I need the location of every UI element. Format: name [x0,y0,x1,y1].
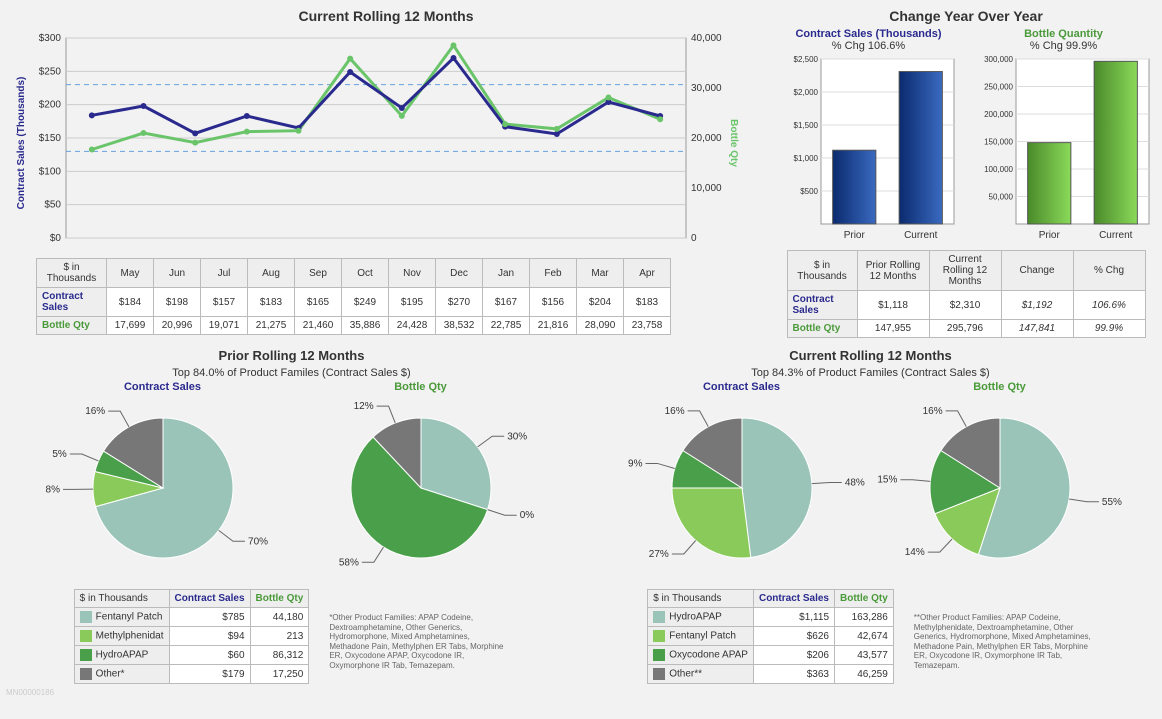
svg-text:Bottle Qty: Bottle Qty [728,119,739,167]
yoy-bottle-title: Bottle Quantity [974,28,1154,40]
current-pie-block: Current Rolling 12 Months Top 84.3% of P… [585,346,1156,684]
svg-text:$100: $100 [39,166,62,177]
svg-text:$1,000: $1,000 [793,154,818,163]
current-bq-title: Bottle Qty [875,381,1125,393]
svg-text:$2,500: $2,500 [793,55,818,64]
svg-text:100,000: 100,000 [984,165,1013,174]
prior-cs-pie: 70% 8% 5% 16% [38,393,288,583]
svg-text:9%: 9% [628,458,643,469]
rolling-12-title: Current Rolling 12 Months [6,8,766,24]
current-bq-pie: 55% 14% 15% 16% [875,393,1125,583]
current-pie-title: Current Rolling 12 Months [585,348,1156,363]
current-footnote: **Other Product Families: APAP Codeine, … [914,613,1094,671]
svg-text:Contract Sales (Thousands): Contract Sales (Thousands) [16,77,27,210]
svg-text:$50: $50 [44,200,61,211]
yoy-panel: Change Year Over Year Contract Sales (Th… [776,6,1156,338]
svg-text:$150: $150 [39,133,62,144]
rolling-12-chart: $0 $50 $100 $150 $200 $250 $300 0 10,000 20,000 30… [6,28,746,258]
svg-text:$200: $200 [39,100,62,111]
svg-text:$250: $250 [39,66,62,77]
svg-text:40,000: 40,000 [691,33,722,44]
svg-text:27%: 27% [648,549,668,560]
yoy-bottle-chart: 50,000 100,000 150,000 200,000 250,000 300,00… [974,54,1154,244]
svg-text:30%: 30% [507,431,527,442]
svg-text:8%: 8% [45,484,60,495]
svg-text:70%: 70% [248,536,268,547]
current-product-table: $ in ThousandsContract SalesBottle QtyHy… [647,589,894,684]
svg-text:200,000: 200,000 [984,110,1013,119]
svg-text:$2,000: $2,000 [793,88,818,97]
svg-text:Current: Current [904,230,938,241]
svg-text:16%: 16% [85,406,105,417]
prior-bq-pie: 30% 0% 58% 12% [296,393,546,583]
watermark: MN00000186 [6,688,1156,697]
svg-text:Prior: Prior [1038,230,1060,241]
current-cs-title: Contract Sales [617,381,867,393]
svg-text:0: 0 [691,233,697,244]
svg-text:15%: 15% [877,475,897,486]
yoy-contract-block: Contract Sales (Thousands) % Chg 106.6% … [779,28,959,244]
svg-text:16%: 16% [664,406,684,417]
yoy-bottle-block: Bottle Quantity % Chg 99.9% 50,000 100,00… [974,28,1154,244]
svg-text:Prior: Prior [843,230,865,241]
yoy-bottle-sub: % Chg 99.9% [974,40,1154,52]
yoy-title: Change Year Over Year [776,8,1156,24]
prior-bq-title: Bottle Qty [296,381,546,393]
svg-text:55%: 55% [1101,497,1121,508]
yoy-contract-title: Contract Sales (Thousands) [779,28,959,40]
yoy-contract-chart: $500 $1,000 $1,500 $2,000 $2,500 Prior Current [779,54,959,244]
prior-pie-block: Prior Rolling 12 Months Top 84.0% of Pro… [6,346,577,684]
svg-text:12%: 12% [353,401,373,412]
svg-text:16%: 16% [922,406,942,417]
svg-text:Current: Current [1099,230,1133,241]
svg-text:58%: 58% [338,557,358,568]
rolling-12-table: $ in ThousandsMayJunJulAugSepOctNovDecJa… [36,258,671,335]
svg-text:30,000: 30,000 [691,83,722,94]
current-cs-pie: 48% 27% 9% 16% [617,393,867,583]
svg-text:0%: 0% [519,510,534,521]
svg-text:5%: 5% [52,449,67,460]
prior-cs-title: Contract Sales [38,381,288,393]
svg-text:14%: 14% [904,547,924,558]
svg-text:$300: $300 [39,33,62,44]
rolling-12-panel: Current Rolling 12 Months $0$50$100$150$… [6,6,766,338]
prior-footnote: *Other Product Families: APAP Codeine, D… [329,613,509,671]
svg-text:$0: $0 [50,233,62,244]
prior-pie-subtitle: Top 84.0% of Product Familes (Contract S… [6,367,577,379]
svg-text:300,000: 300,000 [984,55,1013,64]
current-pie-subtitle: Top 84.3% of Product Familes (Contract S… [585,367,1156,379]
svg-text:50,000: 50,000 [988,193,1013,202]
svg-text:10,000: 10,000 [691,183,722,194]
svg-text:48%: 48% [844,477,864,488]
yoy-table: $ in ThousandsPrior Rolling 12 MonthsCur… [787,250,1146,338]
prior-product-table: $ in ThousandsContract SalesBottle QtyFe… [74,589,310,684]
svg-text:250,000: 250,000 [984,83,1013,92]
yoy-contract-sub: % Chg 106.6% [779,40,959,52]
svg-text:150,000: 150,000 [984,138,1013,147]
svg-text:$500: $500 [800,187,818,196]
prior-pie-title: Prior Rolling 12 Months [6,348,577,363]
svg-text:$1,500: $1,500 [793,121,818,130]
svg-text:20,000: 20,000 [691,133,722,144]
